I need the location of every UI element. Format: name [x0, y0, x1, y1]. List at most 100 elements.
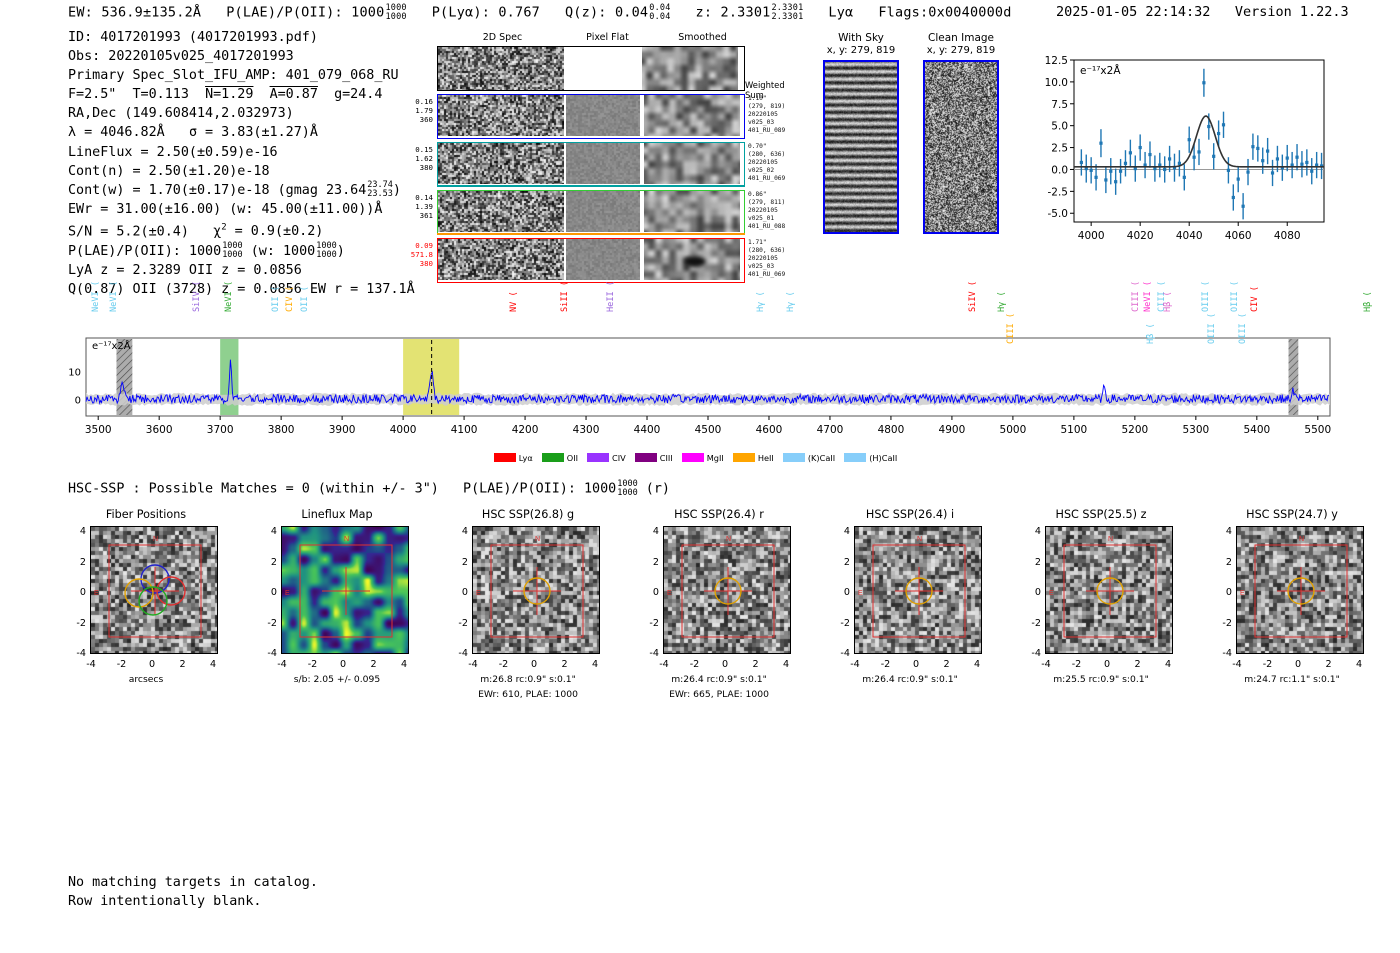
legend-swatch: [587, 453, 610, 462]
cutout-caption: m:24.7 rc:1.1" s:0.1": [1244, 674, 1340, 685]
sky-panel-coords: x, y: 279, 819: [926, 45, 996, 56]
cutout-ytick: -4: [1031, 648, 1041, 659]
emission-line-plot: -5.0 -2.5 0.0 2.5 5.0 7.5 10.0 12.5 4000 4020 4040…: [1030, 52, 1330, 252]
cutout-xtick: 4: [973, 659, 981, 670]
info-lineflux: LineFlux = 2.50(±0.59)e-16: [68, 144, 278, 160]
spectrum-line-label: OIII (: [1237, 312, 1248, 344]
cutout-xtick: 2: [1134, 659, 1141, 670]
svg-text:5400: 5400: [1243, 424, 1270, 436]
spectrum-line-label: SiIV (: [968, 280, 979, 312]
svg-text:-2.5: -2.5: [1048, 186, 1069, 198]
cutout-ytick: -4: [840, 648, 850, 659]
spec2d-row-list: 0.16 1.79 360 1.10" (279, 819) 20220105 v025_0…: [411, 94, 785, 286]
plya-label: P(Lyα):: [431, 4, 491, 21]
cutout-ytick: -2: [1031, 617, 1041, 629]
full-spectrum-panel: 0 10 3500 3600 3700 3800 3900 4000 4100 4200 4300 4…: [60, 276, 1372, 466]
spectrum-line-label: Hβ (: [1362, 291, 1373, 312]
cutout-caption: m:25.5 rc:0.9" s:0.1": [1053, 674, 1149, 685]
spec2d-row-accent: [437, 233, 745, 235]
spectrum-line-label: Hβ (: [1146, 323, 1157, 344]
sky-panel-coords: x, y: 279, 819: [826, 45, 896, 56]
info-primary-spec: Primary Spec_Slot_IFU_AMP: 401_079_068_R…: [68, 68, 399, 84]
legend-item: HeII: [732, 453, 774, 463]
legend-swatch: [681, 453, 704, 462]
plae-value: 1000: [351, 4, 385, 21]
qz-label: Q(z):: [564, 4, 607, 21]
svg-text:5000: 5000: [1000, 424, 1027, 436]
cutout-xtick: 0: [721, 659, 729, 670]
spec2d-title-2dspec: 2D Spec: [482, 32, 523, 43]
spectrum-line-label: SiIV (: [191, 280, 202, 312]
svg-text:E: E: [285, 590, 290, 597]
spectrum-line-label: NeVI (: [91, 280, 102, 312]
cutout-ytick: -2: [1222, 617, 1232, 629]
info-plae-range: 1000 1000: [222, 240, 243, 260]
spectrum-line-label: NeVI (: [223, 280, 234, 312]
spec2d-row: 0.09 571.8 380 1.71" (280, 636) 20220105 v025_…: [411, 238, 785, 286]
svg-text:4200: 4200: [512, 424, 539, 436]
spec2d-title-smoothed: Smoothed: [678, 32, 727, 43]
legend-item: OII: [541, 453, 578, 463]
spectrum-line-label: NeVI (: [1143, 280, 1154, 312]
cutout-xtick: 2: [752, 659, 759, 670]
info-lambda-sigma: λ = 4046.82Å σ = 3.83(±1.27)Å: [68, 123, 415, 142]
svg-text:4000: 4000: [390, 424, 417, 436]
svg-text:3800: 3800: [268, 424, 295, 436]
svg-text:4060: 4060: [1225, 230, 1252, 242]
svg-text:0: 0: [75, 395, 81, 406]
spectrum-line-label: HeII (: [606, 280, 617, 312]
info-g: g=24.4: [334, 87, 383, 103]
cutout-caption: m:26.4 rc:0.9" s:0.1": [862, 674, 958, 685]
cutout-xtick: -2: [498, 659, 509, 670]
aperture-circle: [664, 527, 790, 653]
cutout-ytick: -4: [267, 648, 277, 659]
aperture-circle: [855, 527, 981, 653]
legend-swatch: [782, 453, 805, 462]
cutout-xtick: 2: [1325, 659, 1332, 670]
legend-label: MgII: [706, 452, 724, 463]
cutout-title: HSC SSP(26.4) r: [674, 508, 764, 521]
z-value: 2.3301: [720, 4, 771, 21]
spec2d-row-left-labels: 0.09 571.8 380: [410, 241, 433, 269]
svg-text:5.0: 5.0: [1051, 121, 1068, 133]
cutout-ytick: -4: [76, 648, 86, 659]
cutout-title: HSC SSP(25.5) z: [1055, 508, 1147, 521]
cutout-xtick: 0: [530, 659, 538, 670]
cutout-xtick: 4: [782, 659, 790, 670]
info-radec: RA,Dec (149.608414,2.032973): [68, 106, 294, 122]
gmag-range: 23.74 23.53: [367, 180, 393, 199]
legend-label: CIII: [659, 452, 673, 463]
sky-panel-image: [923, 60, 999, 234]
svg-text:E: E: [858, 590, 863, 597]
cutout-ytick: 0: [843, 587, 850, 598]
svg-text:2.5: 2.5: [1051, 143, 1068, 155]
info-plae-w-open: (w:: [250, 243, 275, 259]
hsc-summary-a: HSC-SSP : Possible Matches = 0 (within +…: [68, 481, 439, 497]
spec2d-row-right-labels: 0.86" (279, 811) 20220105 v025_01 401_RU_088: [748, 191, 786, 231]
svg-text:5500: 5500: [1304, 424, 1331, 436]
full-spectrum-svg: 0 10 3500 3600 3700 3800 3900 4000 4100 4200 4300 4…: [68, 337, 1331, 436]
spectrum-line-label: Hγ (: [996, 291, 1007, 312]
spec2d-row-right-labels: 1.10" (279, 819) 20220105 v025_03 401_RU_089: [748, 95, 786, 135]
svg-text:4100: 4100: [451, 424, 478, 436]
cutout-ytick: -4: [1222, 648, 1232, 659]
svg-text:5100: 5100: [1061, 424, 1088, 436]
cutout-ytick: 0: [79, 587, 86, 598]
svg-text:4600: 4600: [756, 424, 783, 436]
svg-text:N: N: [535, 536, 540, 543]
svg-text:4500: 4500: [695, 424, 722, 436]
info-cont-w-tail: ): [392, 182, 401, 198]
cutout-xtick: 0: [1294, 659, 1302, 670]
legend-label: CIV: [612, 452, 626, 463]
cutout-xtick: -2: [1071, 659, 1082, 670]
